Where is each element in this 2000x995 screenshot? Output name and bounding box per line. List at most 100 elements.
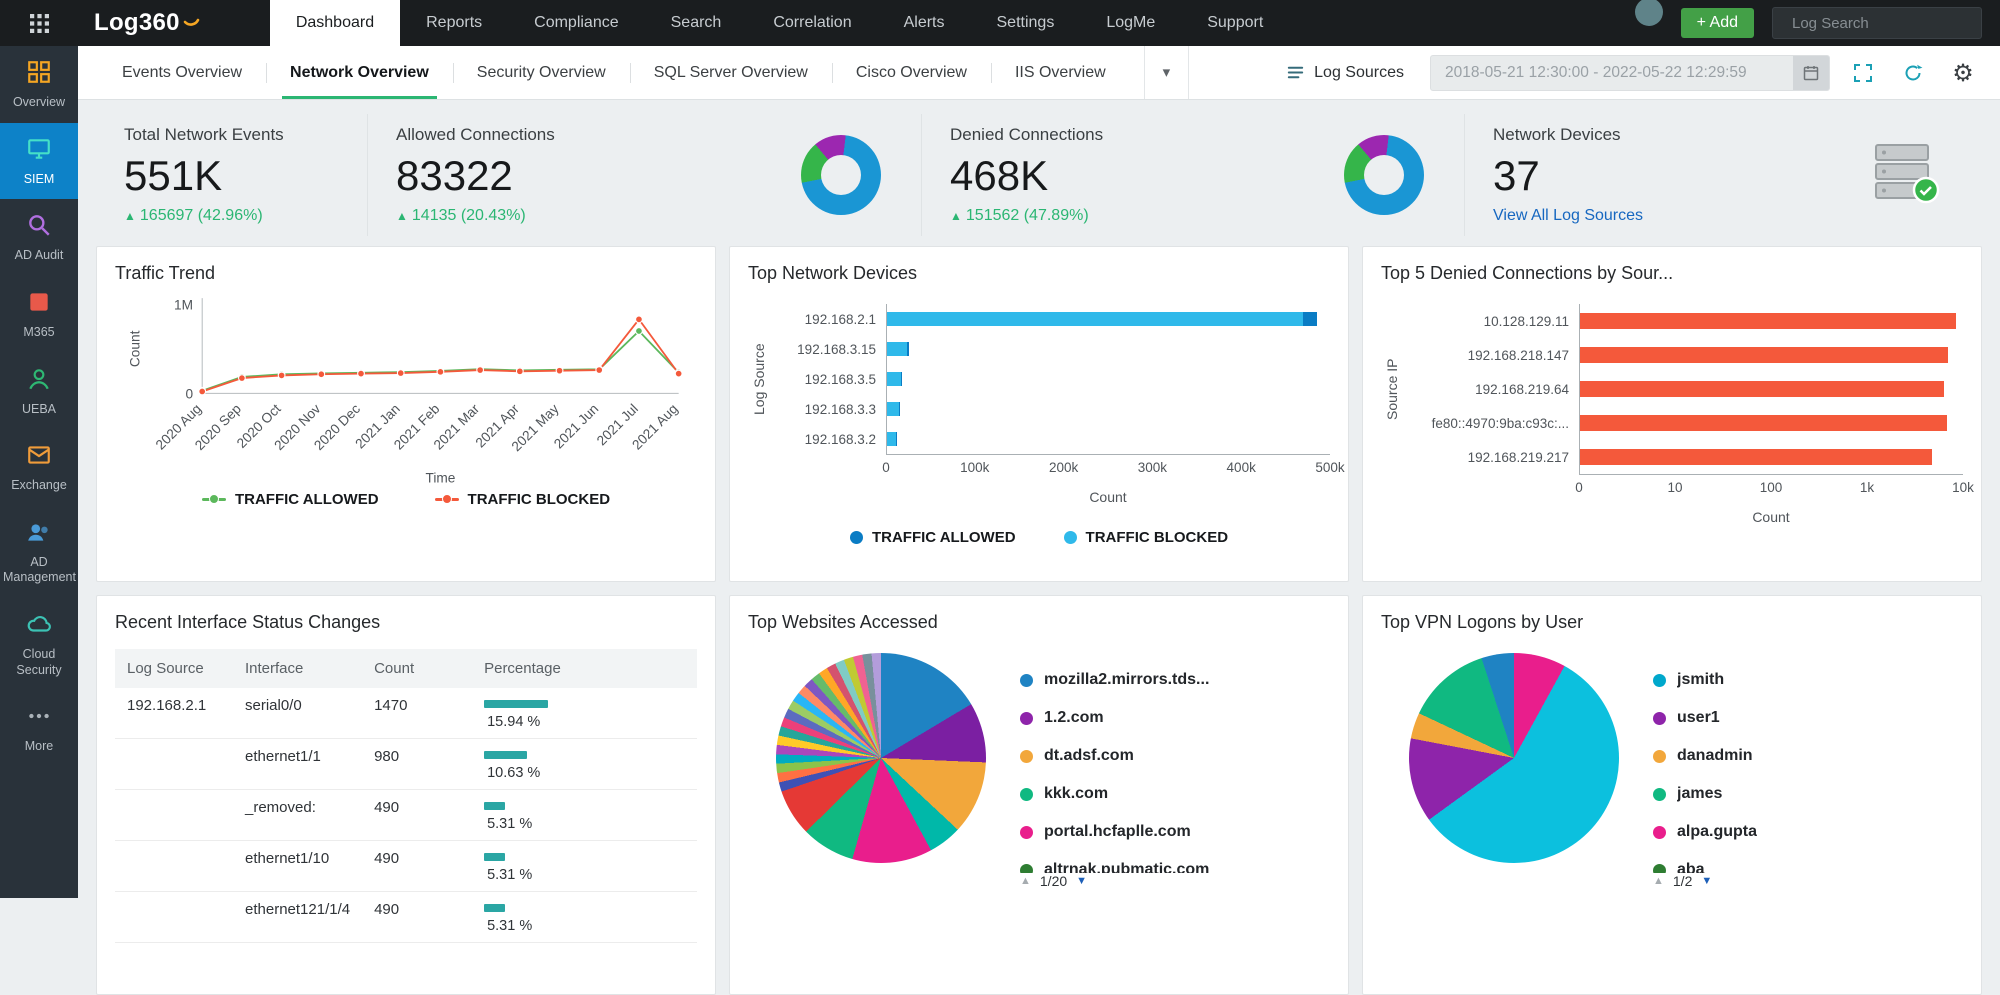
nav-item-reports[interactable]: Reports (426, 14, 483, 31)
legend-item-dt-adsf-com: dt.adsf.com (1020, 737, 1330, 775)
bar-traffic-blocked (887, 312, 1304, 326)
legend-label: altrnak.pubmatic.com (1044, 861, 1210, 873)
sidebar-item-exchange[interactable]: Exchange (0, 429, 78, 506)
kpi-value: 468K (950, 151, 1049, 199)
sidebar-item-ad-management[interactable]: AD Management (0, 506, 78, 598)
percentage-bar (484, 904, 506, 912)
fullscreen-icon (1854, 63, 1872, 82)
date-range-picker[interactable]: 2018-05-21 12:30:00 - 2022-05-22 12:29:5… (1430, 54, 1830, 91)
legend-item-traffic-allowed[interactable]: TRAFFIC ALLOWED (849, 529, 1016, 546)
page-down-icon[interactable]: ▼ (1076, 875, 1088, 887)
tab-iis-overview[interactable]: IIS Overview (990, 46, 1130, 99)
network-device-icon (1870, 142, 1940, 209)
page-up-icon[interactable]: ▲ (1653, 875, 1664, 887)
vpn-legend: jsmith user1 danadmin james alpa.gupta aba (1653, 661, 1963, 873)
legend-item-traffic-allowed[interactable]: TRAFFIC ALLOWED (201, 491, 379, 508)
tab-network-overview[interactable]: Network Overview (266, 46, 453, 99)
tab-security-overview[interactable]: Security Overview (452, 46, 630, 99)
percentage-label: 5.31 % (487, 867, 533, 883)
legend-item-portal-hcfaplle-com: portal.hcfaplle.com (1020, 813, 1330, 851)
sidebar-item-m365[interactable]: M365 (0, 276, 78, 353)
kpi-delta-value: 14135 (20.43%) (411, 207, 526, 225)
cell-percentage: 5.31 % (472, 891, 697, 943)
apps-grid-icon[interactable] (0, 0, 78, 46)
bar-denied (1580, 415, 1947, 431)
page-down-icon[interactable]: ▼ (1701, 875, 1713, 887)
bar-denied (1580, 313, 1957, 329)
settings-gear-icon[interactable]: ⚙ (1952, 58, 1974, 87)
page-up-icon[interactable]: ▲ (1020, 875, 1031, 887)
cell-log-source (115, 840, 233, 892)
devices-plot: 192.168.2.1 192.168.3.15 192.168.3.5 192.16… (774, 304, 1345, 505)
x-tick: 300k (1137, 460, 1168, 475)
add-button[interactable]: + Add (1680, 8, 1754, 38)
nav-item-alerts[interactable]: Alerts (903, 14, 945, 31)
legend-dot-icon (1020, 673, 1033, 687)
cell-percentage: 15.94 % (472, 688, 697, 739)
nav-item-correlation[interactable]: Correlation (773, 14, 852, 31)
sidebar-item-ueba[interactable]: UEBA (0, 353, 78, 430)
legend-item-traffic-blocked[interactable]: TRAFFIC BLOCKED (1063, 529, 1229, 546)
tab-cisco-overview[interactable]: Cisco Overview (831, 46, 991, 99)
refresh-button[interactable] (1896, 56, 1930, 90)
log-search-input[interactable] (1792, 14, 1991, 32)
legend-label: TRAFFIC BLOCKED (1085, 529, 1229, 546)
legend-item-alpa-gupta: alpa.gupta (1653, 813, 1963, 851)
nav-item-support[interactable]: Support (1207, 14, 1264, 31)
nav-item-settings[interactable]: Settings (996, 14, 1055, 31)
percentage-bar (484, 700, 548, 708)
bar-traffic-blocked (887, 372, 902, 386)
y-axis-label: Log Source (751, 343, 767, 415)
sidebar-item-more[interactable]: More (0, 690, 78, 767)
sidebar-item-label: More (24, 739, 54, 754)
legend-item-traffic-blocked[interactable]: TRAFFIC BLOCKED (434, 491, 610, 508)
nav-item-compliance[interactable]: Compliance (534, 14, 619, 31)
log-sources-label: Log Sources (1314, 63, 1404, 81)
nav-item-dashboard[interactable]: Dashboard (269, 0, 401, 46)
bar-row (887, 394, 1330, 424)
table-row: ethernet1/10 490 5.31 % (115, 840, 697, 892)
legend-label: jsmith (1677, 671, 1725, 688)
sidebar-nav: Overview SIEM AD Audit M365 UEBA Exchange AD M… (0, 46, 78, 767)
bar-row (1580, 406, 1963, 440)
cell-interface: serial0/0 (233, 688, 363, 739)
legend-dot-icon (1653, 787, 1666, 801)
cell-log-source (115, 738, 233, 790)
line-dot-icon (441, 494, 452, 505)
category-label: 192.168.3.5 (804, 371, 876, 387)
bar-denied (1580, 449, 1933, 465)
sidebar-item-overview[interactable]: Overview (0, 46, 78, 123)
tab-events-overview[interactable]: Events Overview (122, 64, 243, 81)
cell-count: 980 (362, 738, 473, 790)
devices-legend: TRAFFIC ALLOWED TRAFFIC BLOCKED (748, 529, 1330, 546)
tab-sql-server-overview[interactable]: SQL Server Overview (629, 46, 832, 99)
kpi-delta: ▲ 151562 (47.89%) (950, 207, 1103, 225)
sidebar-item-siem[interactable]: SIEM (0, 122, 78, 200)
fullscreen-button[interactable] (1846, 56, 1880, 90)
vpn-pager: ▲ 1/2 ▼ (1653, 873, 1963, 889)
svg-text:0: 0 (185, 386, 193, 401)
nav-item-logme[interactable]: LogMe (1106, 14, 1156, 31)
bar-traffic-allowed (898, 402, 900, 416)
tabs-dropdown-chevron-icon[interactable]: ▾ (1143, 46, 1190, 99)
log-sources-button[interactable]: Log Sources (1286, 63, 1404, 82)
card-title-top-denied: Top 5 Denied Connections by Sour... (1381, 263, 1674, 283)
line-marker-icon (201, 494, 226, 505)
more-icon (26, 703, 52, 729)
cell-interface: _removed: (233, 789, 363, 841)
nav-item-search[interactable]: Search (670, 14, 722, 31)
calendar-icon[interactable] (1793, 55, 1829, 90)
sidebar-item-ad-audit[interactable]: AD Audit (0, 199, 78, 276)
legend-label: aba (1677, 861, 1705, 873)
legend-label: danadmin (1677, 747, 1753, 764)
sidebar-item-cloud-security[interactable]: Cloud Security (0, 598, 78, 690)
x-tick: 10k (1952, 480, 1974, 495)
legend-item-user1: user1 (1653, 699, 1963, 737)
bar-traffic-allowed (1303, 312, 1317, 326)
legend-label: dt.adsf.com (1044, 747, 1134, 764)
table-row: 192.168.2.1 serial0/0 1470 15.94 % (115, 688, 697, 739)
log-search-box[interactable] (1772, 7, 1991, 39)
avatar[interactable] (1634, 0, 1663, 26)
view-all-log-sources-link[interactable]: View All Log Sources (1493, 207, 1644, 225)
legend-item-danadmin: danadmin (1653, 737, 1963, 775)
